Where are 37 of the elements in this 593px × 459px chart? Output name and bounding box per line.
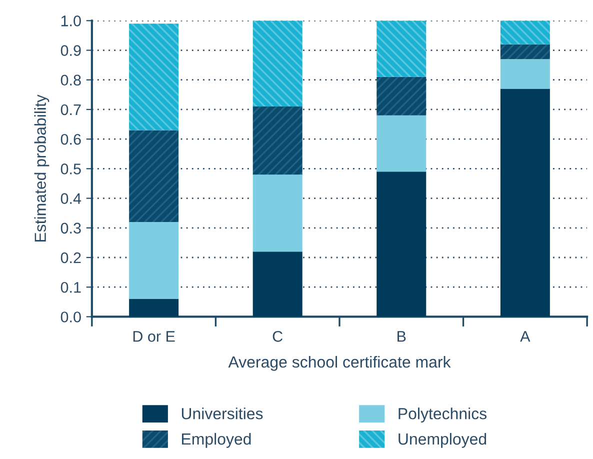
y-tick-label: 0.5: [60, 164, 81, 174]
bar: [500, 59, 550, 89]
y-tick-label: 0.1: [60, 282, 81, 293]
legend-label: Polytechnics: [398, 408, 487, 422]
legend-label: Employed: [182, 432, 251, 448]
bar: [252, 20, 302, 107]
y-axis-title: Estimated probability: [34, 94, 50, 242]
y-tick-label: 0.3: [60, 222, 81, 234]
x-tick-label: A: [520, 331, 530, 342]
legend-label: Unemployed: [398, 432, 486, 448]
y-tick-label: 0.8: [60, 74, 81, 86]
bar: [129, 130, 179, 222]
bar: [376, 76, 426, 116]
y-tick-label: 0.9: [60, 45, 81, 56]
bar: [500, 44, 550, 60]
bar: [129, 24, 179, 130]
y-tick-label: 0.7: [60, 104, 81, 116]
y-tick-label: 0.4: [60, 193, 82, 204]
y-tick-label: 1.0: [61, 16, 81, 26]
bar: [500, 88, 550, 317]
bar: [252, 106, 302, 175]
x-axis-title: Average school certificate mark: [228, 356, 451, 371]
x-tick-label: D or E: [133, 331, 175, 342]
bar: [129, 222, 179, 299]
bar: [376, 115, 426, 172]
y-tick-label: 0.6: [60, 134, 81, 145]
x-tick-label: B: [398, 331, 406, 342]
x-tick-label: C: [272, 331, 283, 342]
bar: [376, 20, 426, 77]
y-tick-label: 0.0: [60, 312, 81, 322]
bar: [129, 298, 179, 317]
bar: [252, 174, 302, 252]
legend-label: Universities: [182, 408, 263, 420]
bar: [500, 20, 550, 44]
bar: [252, 252, 302, 317]
bar: [376, 172, 426, 317]
y-tick-label: 0.2: [60, 252, 81, 264]
